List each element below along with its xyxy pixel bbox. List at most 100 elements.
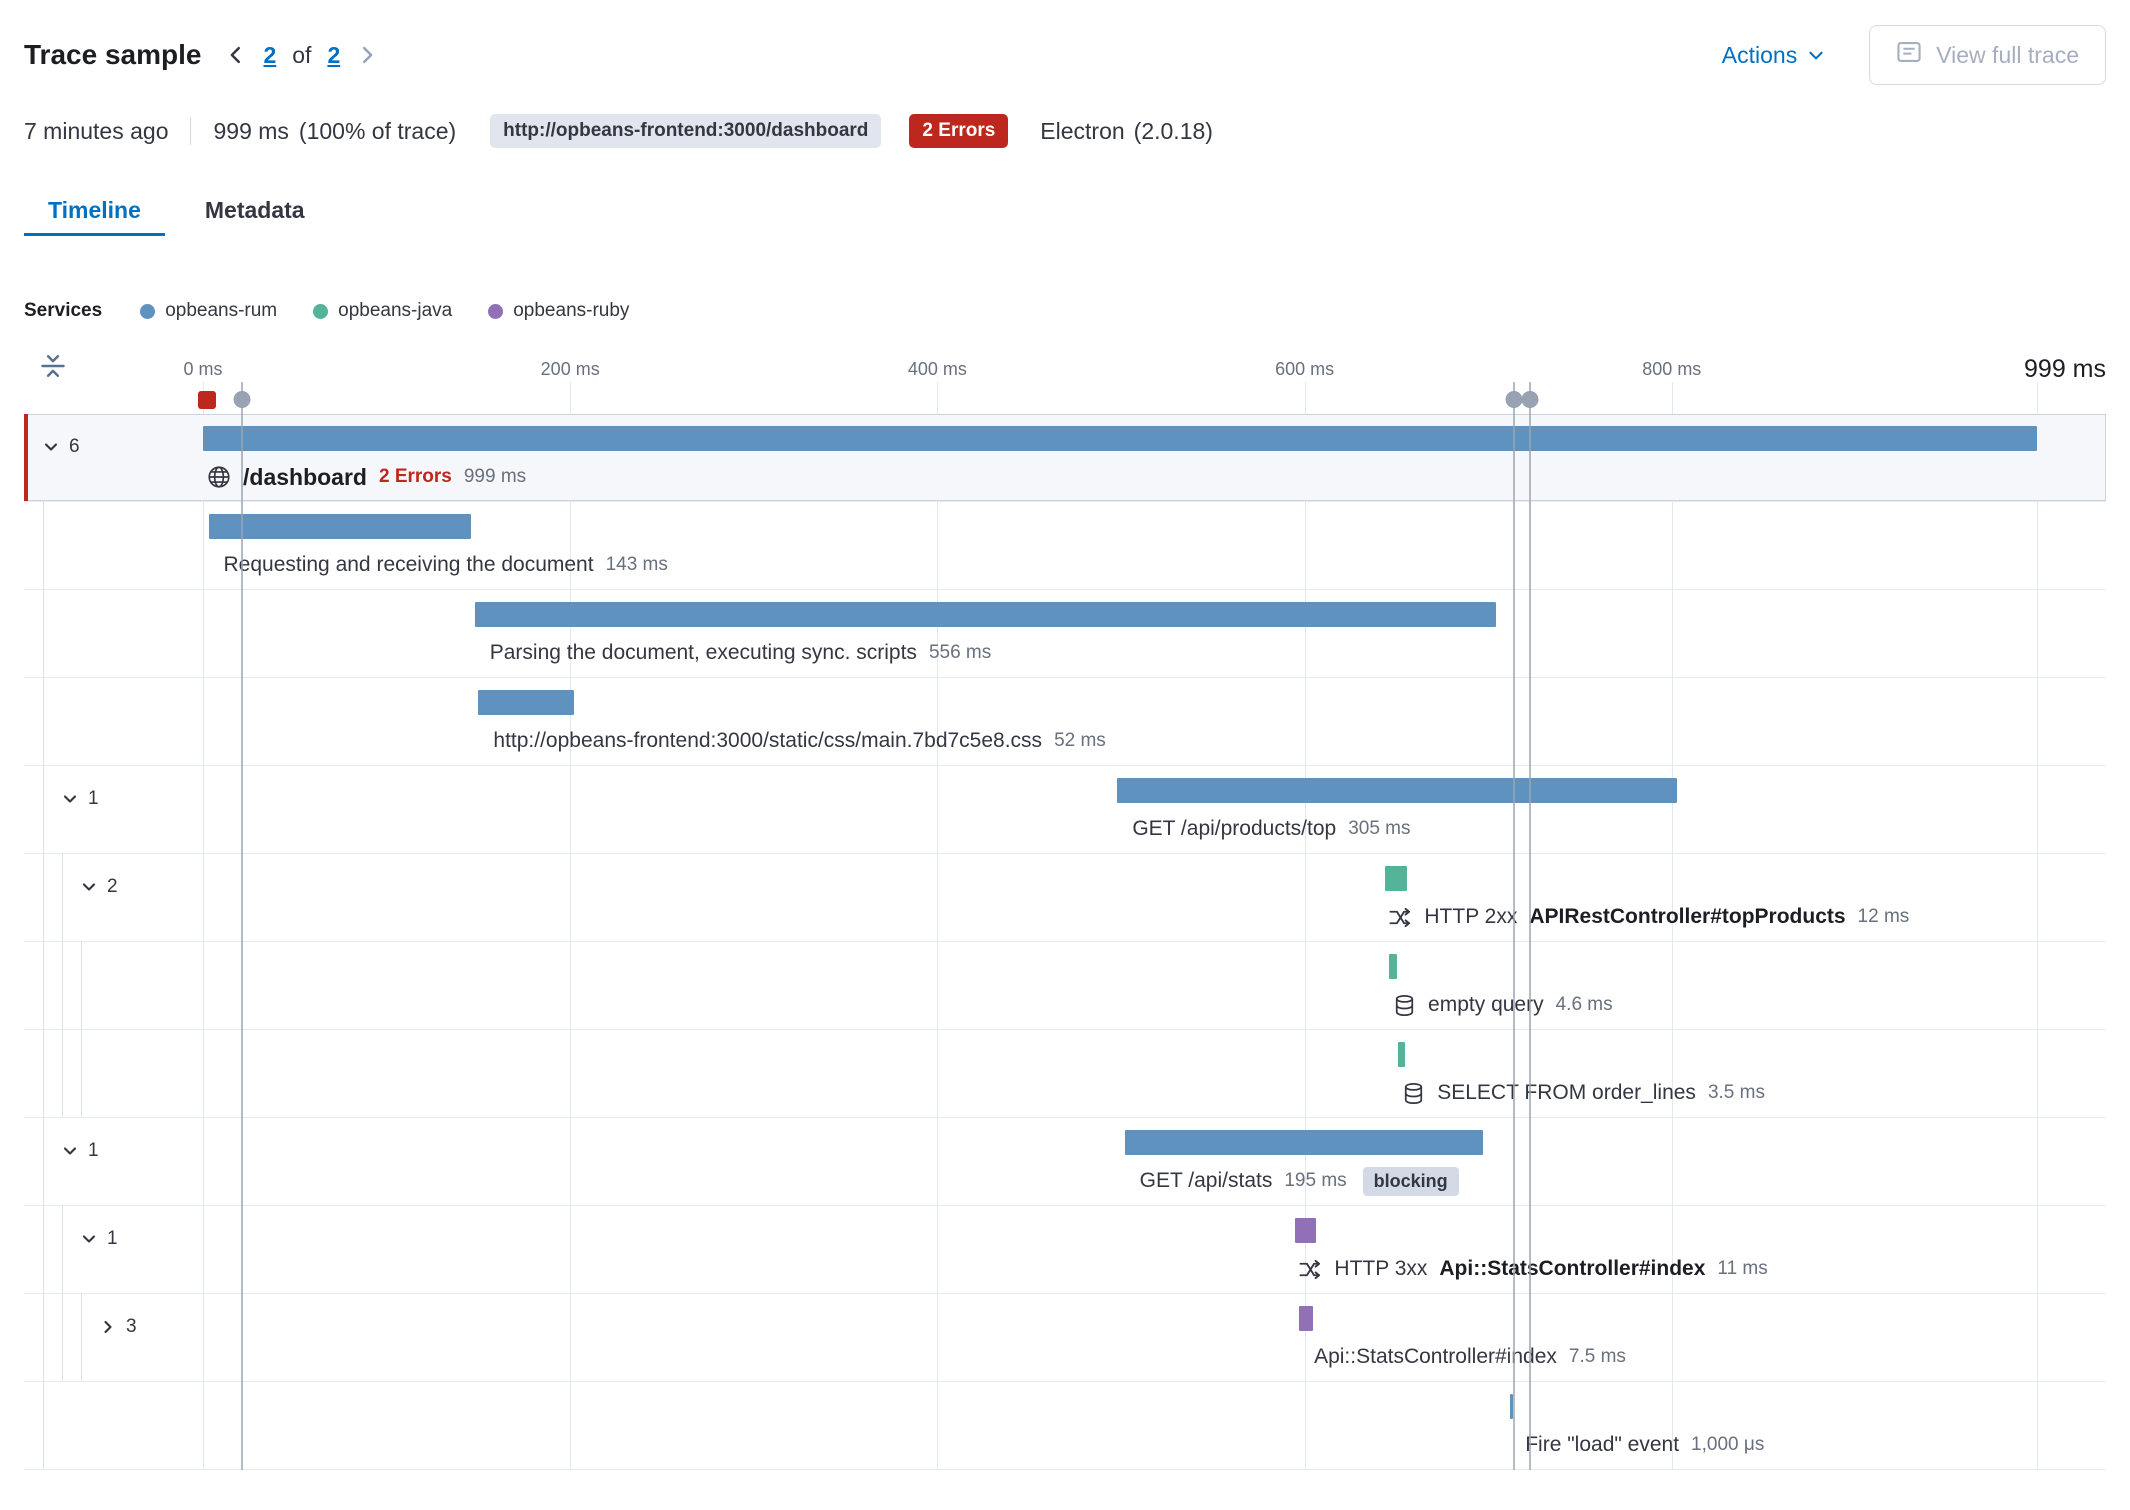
prev-trace-button[interactable] bbox=[225, 44, 247, 66]
agent-mark[interactable] bbox=[233, 391, 251, 408]
service-dot bbox=[313, 303, 329, 319]
span-duration: 305 ms bbox=[1348, 818, 1411, 839]
url-badge[interactable]: http://opbeans-frontend:3000/dashboard bbox=[490, 114, 882, 148]
waterfall-row[interactable]: 1 GET /api/products/top 305 ms bbox=[24, 766, 2106, 854]
collapse-timeline-icon[interactable] bbox=[40, 353, 66, 384]
span-bar[interactable] bbox=[474, 602, 1496, 627]
waterfall-row[interactable]: 1 HTTP 3xx Api::StatsController#index 11 ms bbox=[24, 1206, 2106, 1294]
database-icon bbox=[1402, 1082, 1425, 1105]
error-indicator bbox=[24, 414, 28, 501]
indent-guide bbox=[81, 1294, 82, 1381]
view-full-trace-button[interactable]: View full trace bbox=[1869, 25, 2106, 85]
indent-guide bbox=[81, 1030, 82, 1117]
span-bar[interactable] bbox=[1117, 778, 1678, 803]
chevron-down-icon bbox=[63, 795, 77, 803]
chevron-left-icon bbox=[231, 46, 241, 64]
waterfall-row[interactable]: http://opbeans-frontend:3000/static/css/… bbox=[24, 678, 2106, 766]
span-label: http://opbeans-frontend:3000/static/css/… bbox=[493, 724, 1105, 758]
timestamp-label: 7 minutes ago bbox=[24, 117, 169, 144]
view-full-trace-label: View full trace bbox=[1936, 41, 2079, 68]
trace-summary: 7 minutes ago 999 ms (100% of trace) htt… bbox=[24, 112, 2106, 150]
child-count: 1 bbox=[107, 1228, 118, 1249]
waterfall-row[interactable]: empty query 4.6 ms bbox=[24, 942, 2106, 1030]
page-title: Trace sample bbox=[24, 39, 202, 70]
chevron-right-icon bbox=[104, 1320, 112, 1334]
header: Trace sample 2 of 2 Actions View full tr… bbox=[24, 24, 2106, 86]
indent-guide bbox=[43, 678, 44, 765]
span-prefix: HTTP 2xx bbox=[1424, 905, 1518, 928]
waterfall-row[interactable]: Parsing the document, executing sync. sc… bbox=[24, 590, 2106, 678]
indent-guide bbox=[43, 502, 44, 589]
error-mark[interactable] bbox=[197, 391, 216, 409]
tabs: Timeline Metadata bbox=[24, 188, 2106, 236]
waterfall-row[interactable]: SELECT FROM order_lines 3.5 ms bbox=[24, 1030, 2106, 1118]
trace-sample-panel: Trace sample 2 of 2 Actions View full tr… bbox=[0, 24, 2130, 236]
marks-row bbox=[24, 386, 2106, 414]
accordion-toggle[interactable]: 6 bbox=[41, 432, 80, 462]
accordion-toggle[interactable]: 2 bbox=[79, 872, 118, 902]
span-bar[interactable] bbox=[1124, 1130, 1483, 1155]
span-bar[interactable] bbox=[1398, 1042, 1405, 1067]
accordion-toggle[interactable]: 1 bbox=[60, 1136, 99, 1166]
accordion-toggle[interactable]: 1 bbox=[79, 1224, 118, 1254]
span-label: Fire "load" event 1,000 μs bbox=[1525, 1428, 1764, 1462]
indent-guide bbox=[62, 1206, 63, 1293]
span-label: Api::StatsController#index 7.5 ms bbox=[1314, 1340, 1626, 1374]
child-count: 1 bbox=[88, 1140, 99, 1161]
indent-guide bbox=[62, 1294, 63, 1381]
span-bar[interactable] bbox=[1510, 1394, 1514, 1419]
agent-info: Electron (2.0.18) bbox=[1040, 118, 1213, 145]
current-trace-number[interactable]: 2 bbox=[263, 41, 277, 68]
span-bar[interactable] bbox=[1389, 954, 1398, 979]
legend-label: opbeans-ruby bbox=[513, 300, 630, 321]
tab-metadata[interactable]: Metadata bbox=[204, 197, 305, 223]
waterfall-row[interactable]: 6/dashboard 2 Errors 999 ms bbox=[24, 414, 2106, 502]
span-name: GET /api/products/top bbox=[1132, 817, 1337, 840]
accordion-toggle[interactable]: 3 bbox=[98, 1312, 137, 1342]
agent-mark[interactable] bbox=[1505, 391, 1523, 408]
grid-layer bbox=[24, 382, 2106, 1470]
span-duration: 12 ms bbox=[1857, 906, 1910, 927]
waterfall-row[interactable]: Requesting and receiving the document 143… bbox=[24, 502, 2106, 590]
agent-mark[interactable] bbox=[1521, 391, 1539, 408]
span-label: HTTP 2xx APIRestController#topProducts 12 … bbox=[1389, 900, 1909, 934]
span-label: GET /api/products/top 305 ms bbox=[1132, 812, 1410, 846]
span-duration: 4.6 ms bbox=[1555, 994, 1613, 1015]
tab-timeline[interactable]: Timeline bbox=[24, 188, 165, 236]
span-name: /dashboard bbox=[243, 463, 367, 490]
chevron-down-icon bbox=[82, 1235, 96, 1243]
span-bar[interactable] bbox=[478, 690, 574, 715]
waterfall-row[interactable]: Fire "load" event 1,000 μs bbox=[24, 1382, 2106, 1470]
accordion-toggle[interactable]: 1 bbox=[60, 784, 99, 814]
indent-guide bbox=[43, 1118, 44, 1205]
blocking-badge: blocking bbox=[1362, 1166, 1459, 1196]
indent-guide bbox=[62, 854, 63, 941]
errors-badge[interactable]: 2 Errors bbox=[909, 114, 1009, 148]
span-bar[interactable] bbox=[208, 514, 472, 539]
span-bar[interactable] bbox=[1295, 1218, 1316, 1243]
span-label: /dashboard 2 Errors 999 ms bbox=[207, 460, 526, 494]
service-dot bbox=[140, 303, 156, 319]
indent-guide bbox=[43, 854, 44, 941]
waterfall-row[interactable]: 1 GET /api/stats 195 ms blocking bbox=[24, 1118, 2106, 1206]
error-count: 2 Errors bbox=[378, 466, 452, 487]
span-duration: 52 ms bbox=[1054, 730, 1106, 751]
divider bbox=[190, 117, 192, 145]
next-trace-button[interactable] bbox=[356, 44, 378, 66]
grid-line bbox=[570, 382, 572, 1470]
span-bar[interactable] bbox=[1299, 1306, 1313, 1331]
axis-tick: 0 ms bbox=[183, 359, 223, 379]
actions-menu-button[interactable]: Actions bbox=[1722, 42, 1825, 69]
services-legend: Services opbeans-rum opbeans-java opbeans-… bbox=[24, 300, 2106, 322]
indent-guide bbox=[43, 1030, 44, 1117]
waterfall-row[interactable]: 2 HTTP 2xx APIRestController#topProducts 12… bbox=[24, 854, 2106, 942]
span-bar[interactable] bbox=[203, 426, 2038, 451]
indent-guide bbox=[43, 590, 44, 677]
total-traces-number[interactable]: 2 bbox=[327, 41, 341, 68]
grid-line bbox=[203, 382, 204, 1470]
trace-duration-percent: (100% of trace) bbox=[298, 117, 457, 144]
span-bar[interactable] bbox=[1385, 866, 1408, 891]
indent-guide bbox=[81, 942, 82, 1029]
waterfall-rows: 6/dashboard 2 Errors 999 ms Requesting and … bbox=[24, 414, 2106, 1470]
